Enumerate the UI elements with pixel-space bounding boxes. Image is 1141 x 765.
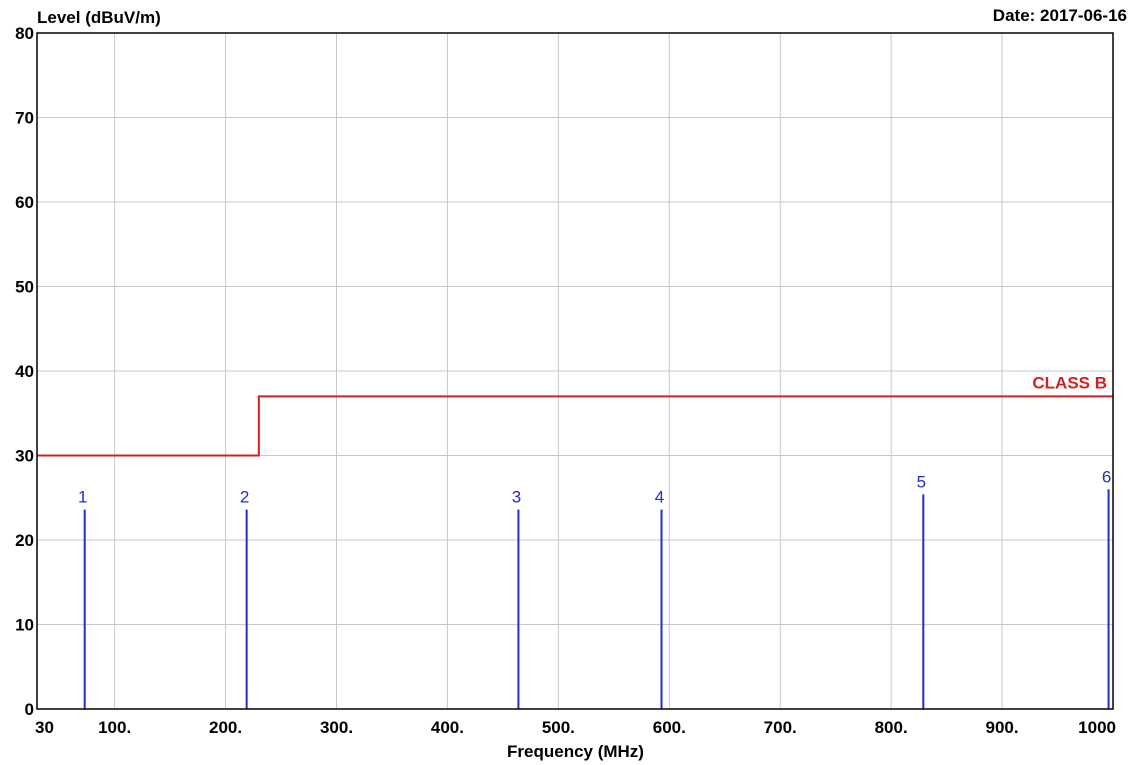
y-tick-label: 40 <box>15 362 34 381</box>
plot-frame <box>36 32 1114 710</box>
y-tick-label: 20 <box>15 531 34 550</box>
y-tick-label: 80 <box>15 24 34 43</box>
peak-marker-label: 5 <box>917 472 926 491</box>
x-tick-label: 200. <box>209 718 242 737</box>
y-tick-label: 70 <box>15 109 34 128</box>
y-tick-label: 0 <box>25 700 34 719</box>
peak-marker-label: 3 <box>512 488 521 507</box>
x-tick-label: 30 <box>35 718 54 737</box>
x-tick-label: 100. <box>98 718 131 737</box>
limit-line-group: CLASS B <box>37 373 1113 457</box>
peak-marker-label: 2 <box>240 488 249 507</box>
x-tick-label: 500. <box>542 718 575 737</box>
x-tick-label: 400. <box>431 718 464 737</box>
y-axis-title: Level (dBuV/m) <box>37 8 161 27</box>
y-tick-label: 50 <box>15 278 34 297</box>
x-tick-label: 900. <box>986 718 1019 737</box>
peak-markers: 1 2 3 4 5 6 <box>78 467 1111 709</box>
x-tick-label: 600. <box>653 718 686 737</box>
x-tick-label: 700. <box>764 718 797 737</box>
limit-line <box>37 395 1113 457</box>
grid <box>37 33 1113 709</box>
axes: 0 10 20 30 40 50 60 70 80 30 100. 200. 300. 400. 500. 6… <box>15 24 1116 737</box>
limit-line-label: CLASS B <box>1032 373 1107 392</box>
x-axis-title: Frequency (MHz) <box>507 742 644 761</box>
y-tick-label: 30 <box>15 447 34 466</box>
x-tick-label: 800. <box>875 718 908 737</box>
y-tick-label: 60 <box>15 193 34 212</box>
x-tick-label: 300. <box>320 718 353 737</box>
peak-marker-label: 6 <box>1102 467 1111 486</box>
date-label: Date: 2017-06-16 <box>992 6 1127 25</box>
peak-marker-label: 1 <box>78 488 87 507</box>
y-tick-label: 10 <box>15 616 34 635</box>
x-tick-label: 1000 <box>1078 718 1116 737</box>
peak-marker-label: 4 <box>655 488 664 507</box>
